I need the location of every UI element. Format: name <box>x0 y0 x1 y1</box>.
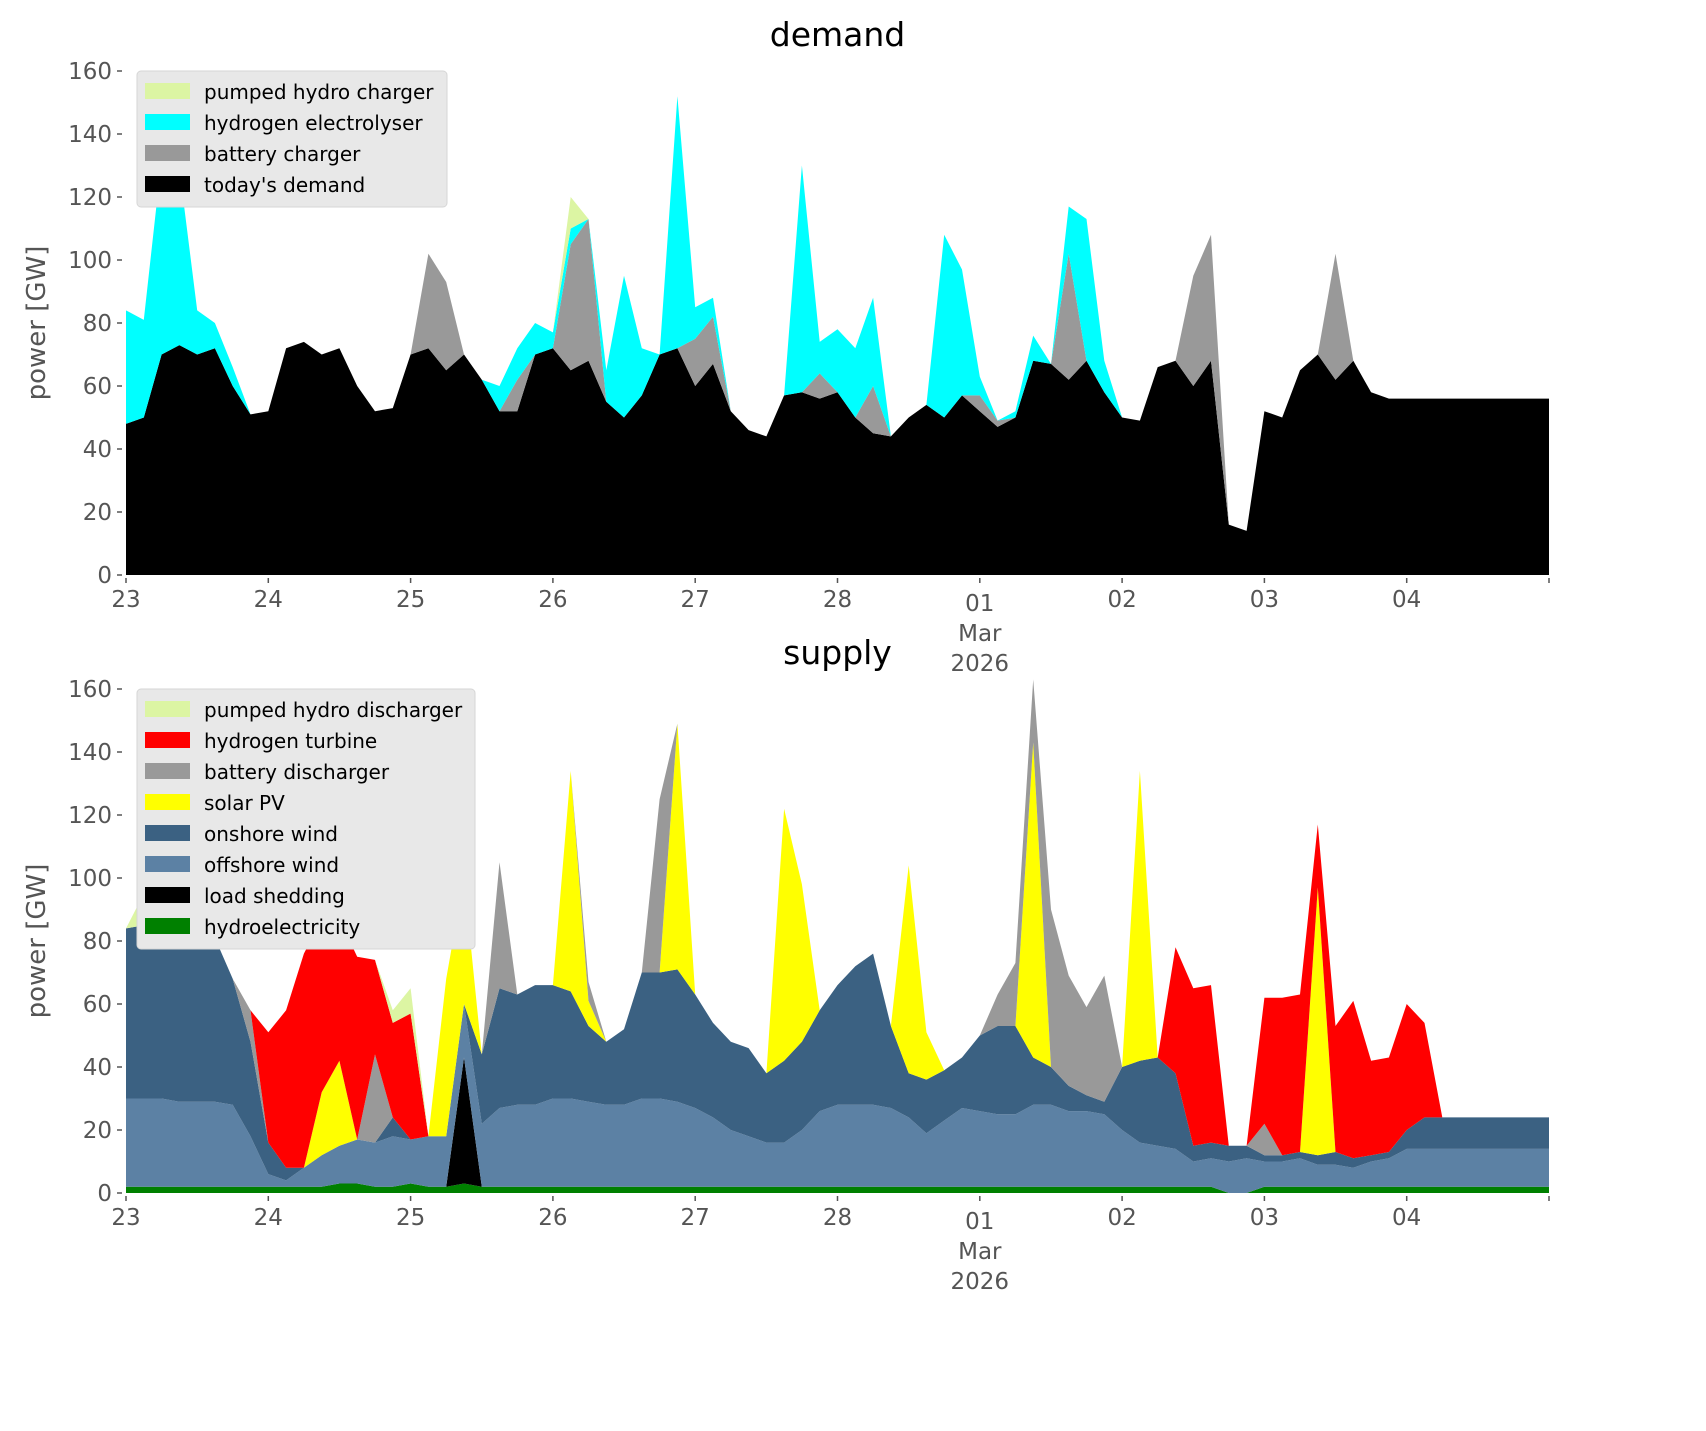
legend-swatch-onshore-wind <box>145 825 190 841</box>
legend-label-onshore-wind: onshore wind <box>204 822 338 846</box>
x-tick-label: 27 <box>681 587 710 613</box>
x-tick-label: 26 <box>538 1205 567 1231</box>
area-hydrogen-turbine <box>126 679 1549 1168</box>
y-tick-label: 140 <box>68 740 112 766</box>
legend-swatch-solar-pv <box>145 794 190 810</box>
y-tick-label: 40 <box>83 437 112 463</box>
y-axis-label: power [GW] <box>22 864 52 1019</box>
legend-swatch-load-shedding <box>145 887 190 903</box>
legend-box <box>136 70 448 208</box>
x-tick-label: 01 <box>965 1209 994 1235</box>
y-tick-label: 160 <box>68 677 112 703</box>
legend-swatch-hydrogen-electrolyser <box>145 114 190 130</box>
x-tick-label: 04 <box>1392 1205 1421 1231</box>
x-tick-label: 02 <box>1107 587 1136 613</box>
area-hydroelectricity <box>126 1183 1549 1193</box>
y-tick-label: 60 <box>83 374 112 400</box>
y-tick-label: 60 <box>83 992 112 1018</box>
x-tick-label: 02 <box>1107 1205 1136 1231</box>
legend-label-today-s-demand: today's demand <box>204 173 365 197</box>
legend-swatch-battery-discharger <box>145 763 190 779</box>
legend-swatch-hydrogen-turbine <box>145 732 190 748</box>
x-tick-label: 03 <box>1250 1205 1279 1231</box>
x-tick-label: 27 <box>681 1205 710 1231</box>
y-tick-label: 100 <box>68 866 112 892</box>
legend-label-pumped-hydro-charger: pumped hydro charger <box>204 80 434 104</box>
x-tick-label: 28 <box>823 587 852 613</box>
legend: pumped hydro charger hydrogen electrolyse… <box>136 70 448 208</box>
legend-box <box>136 688 476 950</box>
legend-label-hydroelectricity: hydroelectricity <box>204 915 360 939</box>
x-tick-label: 26 <box>538 587 567 613</box>
y-tick-label: 120 <box>68 185 112 211</box>
x-tick-label: 03 <box>1250 587 1279 613</box>
y-tick-label: 0 <box>97 563 112 589</box>
legend-swatch-pumped-hydro-discharger <box>145 701 190 717</box>
area-today-s-demand <box>126 341 1549 575</box>
x-tick-label: 28 <box>823 1205 852 1231</box>
legend-label-solar-pv: solar PV <box>204 791 285 815</box>
x-tick-label: 04 <box>1392 587 1421 613</box>
legend-swatch-offshore-wind <box>145 856 190 872</box>
y-tick-label: 0 <box>97 1181 112 1207</box>
y-tick-label: 40 <box>83 1055 112 1081</box>
x-tick-label: 01 <box>965 591 994 617</box>
stacked-areas <box>126 96 1549 575</box>
x-tick-label: 25 <box>396 1205 425 1231</box>
y-tick-label: 80 <box>83 311 112 337</box>
area-onshore-wind <box>126 925 1549 1181</box>
x-tick-label: 25 <box>396 587 425 613</box>
x-tick-label: 24 <box>254 587 283 613</box>
x-tick-sublabel: Mar <box>958 1239 1002 1265</box>
legend-label-load-shedding: load shedding <box>204 884 345 908</box>
x-tick-sublabel: 2026 <box>951 1269 1010 1295</box>
legend-swatch-today-s-demand <box>145 176 190 192</box>
y-axis-label: power [GW] <box>22 246 52 401</box>
legend: pumped hydro discharger hydrogen turbine b… <box>136 688 476 950</box>
legend-label-hydrogen-turbine: hydrogen turbine <box>204 729 377 753</box>
y-tick-label: 20 <box>83 500 112 526</box>
chart-title: demand <box>770 15 905 54</box>
legend-swatch-battery-charger <box>145 145 190 161</box>
chart-title: supply <box>783 633 892 672</box>
x-tick-label: 23 <box>111 1205 140 1231</box>
y-tick-label: 80 <box>83 929 112 955</box>
x-tick-sublabel: Mar <box>958 621 1002 647</box>
y-tick-label: 120 <box>68 803 112 829</box>
area-battery-charger <box>126 219 1549 531</box>
x-tick-label: 23 <box>111 587 140 613</box>
legend-label-offshore-wind: offshore wind <box>204 853 339 877</box>
legend-swatch-pumped-hydro-charger <box>145 83 190 99</box>
legend-label-pumped-hydro-discharger: pumped hydro discharger <box>204 698 463 722</box>
x-tick-sublabel: 2026 <box>951 651 1010 677</box>
legend-label-hydrogen-electrolyser: hydrogen electrolyser <box>204 111 423 135</box>
y-tick-label: 160 <box>68 59 112 85</box>
legend-label-battery-discharger: battery discharger <box>204 760 390 784</box>
legend-label-battery-charger: battery charger <box>204 142 361 166</box>
area-offshore-wind <box>126 1004 1549 1193</box>
y-tick-label: 140 <box>68 122 112 148</box>
legend-swatch-hydroelectricity <box>145 918 190 934</box>
y-tick-label: 100 <box>68 248 112 274</box>
stacked-areas <box>126 679 1549 1193</box>
y-tick-label: 20 <box>83 1118 112 1144</box>
x-tick-label: 24 <box>254 1205 283 1231</box>
